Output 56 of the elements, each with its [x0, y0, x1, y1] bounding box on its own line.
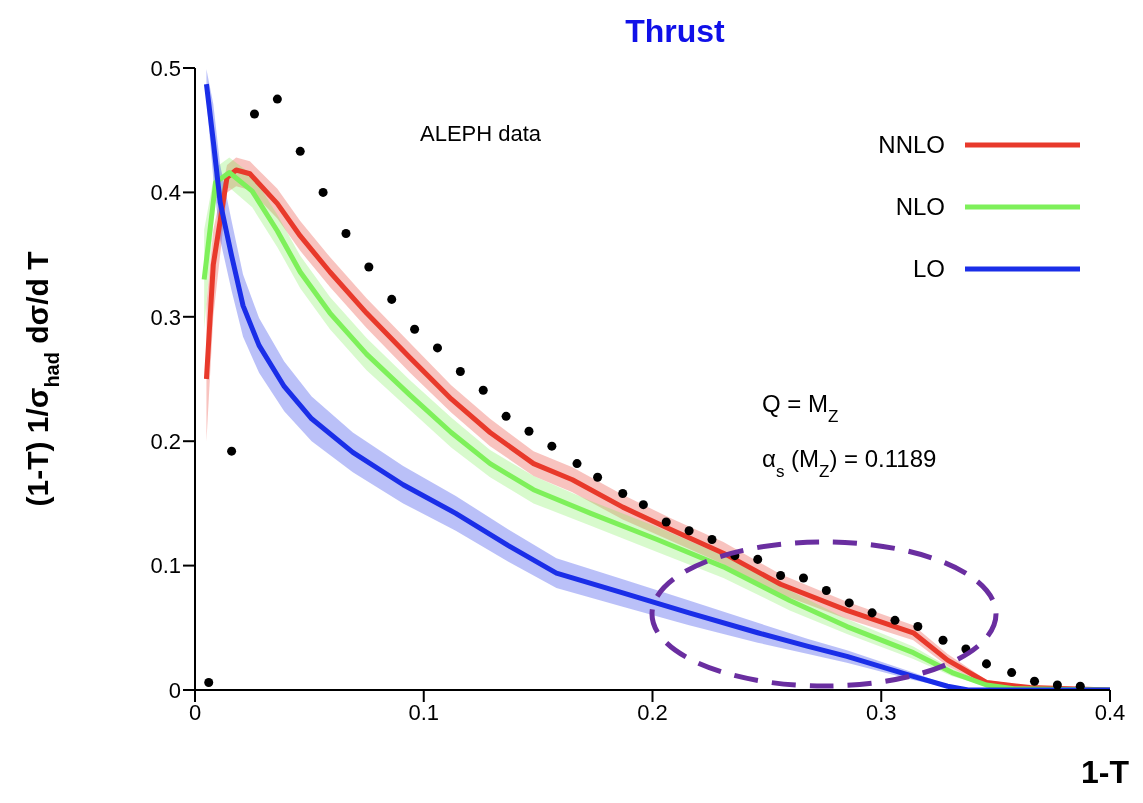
- point: [890, 615, 900, 625]
- x-axis-title: 1-T: [1081, 754, 1130, 790]
- annotation: Q = M$_{Z}$: [762, 390, 839, 426]
- x-tick-label: 0.3: [865, 699, 897, 725]
- point: [501, 411, 511, 421]
- point: [1007, 668, 1017, 678]
- point: [913, 622, 923, 632]
- point: [684, 526, 694, 536]
- point: [387, 294, 397, 304]
- point: [753, 554, 763, 564]
- point: [638, 500, 648, 510]
- point: [593, 472, 603, 482]
- y-tick-label: 0.1: [150, 553, 181, 579]
- point: [618, 488, 628, 498]
- x-tick-label: 0.4: [1094, 699, 1126, 725]
- chart-title: Thrust: [625, 13, 726, 49]
- point: [981, 659, 991, 669]
- point: [249, 109, 259, 119]
- y-tick-label: 0.4: [150, 180, 181, 206]
- point: [661, 517, 671, 527]
- point: [295, 146, 305, 156]
- point: [867, 608, 877, 618]
- point: [341, 228, 351, 238]
- y-tick-label: 0.2: [150, 429, 181, 455]
- point: [821, 585, 831, 595]
- point: [204, 678, 214, 688]
- y-tick-label: 0: [168, 677, 181, 703]
- annotation: α$_{s}$ (M$_{Z}$) = 0.1189: [762, 445, 937, 481]
- annotation: ALEPH data: [420, 121, 542, 146]
- point: [410, 324, 420, 334]
- y-tick-label: 0.5: [150, 55, 181, 81]
- point: [524, 426, 534, 436]
- legend-label: LO: [912, 255, 945, 282]
- point: [1075, 681, 1085, 690]
- x-tick-label: 0.2: [637, 699, 668, 725]
- point: [1030, 676, 1040, 686]
- x-tick-label: 0: [188, 699, 202, 725]
- point: [318, 187, 328, 197]
- point: [547, 441, 557, 451]
- point: [798, 573, 808, 583]
- point: [1052, 680, 1062, 690]
- y-tick-label: 0.3: [150, 304, 181, 330]
- point: [455, 367, 465, 377]
- legend-label: NLO: [895, 193, 945, 220]
- point: [707, 534, 717, 544]
- point: [776, 571, 786, 581]
- point: [478, 385, 488, 395]
- point: [844, 598, 854, 608]
- legend-label: NNLO: [878, 131, 945, 158]
- point: [938, 635, 948, 645]
- point: [227, 446, 237, 456]
- x-tick-label: 0.1: [408, 699, 440, 725]
- point: [272, 94, 282, 104]
- point: [364, 262, 374, 272]
- point: [432, 343, 442, 353]
- point: [572, 459, 582, 469]
